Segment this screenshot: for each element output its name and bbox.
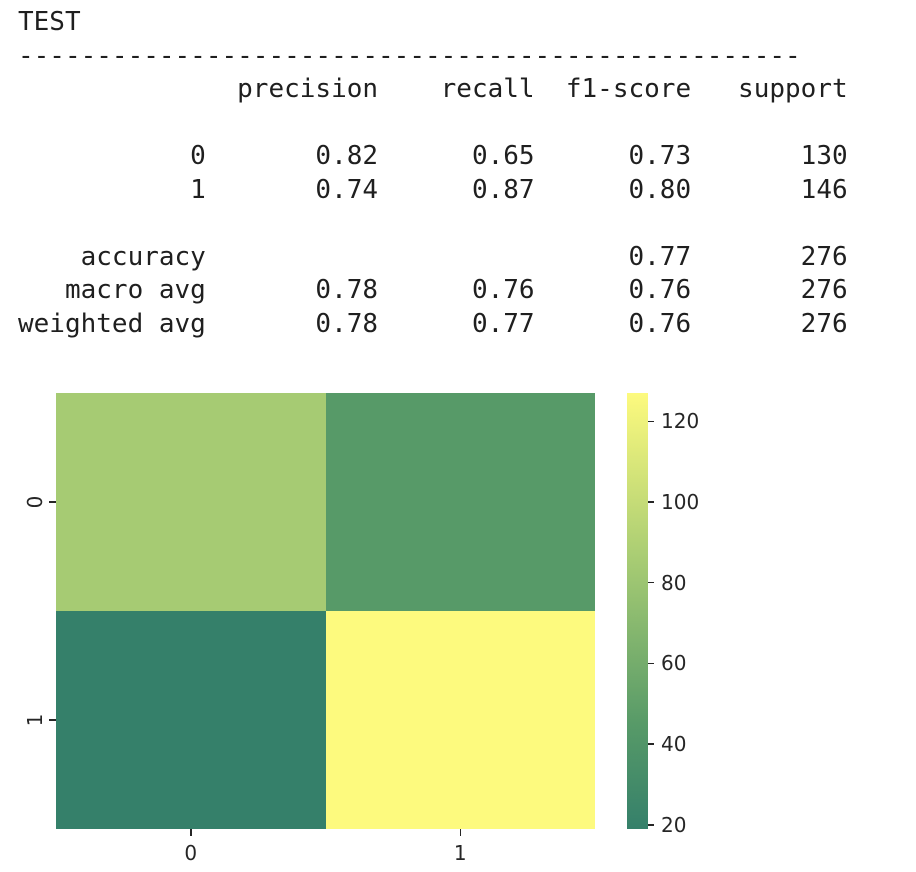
colorbar-tick-mark: [648, 743, 654, 745]
colorbar: [627, 393, 648, 829]
confusion-matrix-heatmap: [56, 393, 595, 829]
colorbar-tick-mark: [648, 420, 654, 422]
colorbar-tick-mark: [648, 824, 654, 826]
colorbar-tick-label: 20: [661, 812, 687, 837]
y-tick-label: 1: [23, 713, 47, 727]
colorbar-tick-label: 120: [661, 409, 700, 434]
y-tick-label: 0: [23, 495, 47, 509]
heatmap-cell-1-0: [56, 611, 326, 829]
x-tick-mark: [190, 829, 192, 836]
colorbar-tick-mark: [648, 581, 654, 584]
y-tick-mark: [49, 719, 56, 721]
heatmap-cell-1-1: [325, 611, 595, 829]
x-tick-label: 0: [184, 841, 198, 865]
y-tick-mark: [49, 501, 56, 503]
classification-report: TEST -----------------------------------…: [18, 7, 848, 339]
x-tick-mark: [459, 829, 461, 836]
colorbar-tick-mark: [648, 662, 654, 665]
colorbar-tick-label: 80: [661, 570, 687, 595]
colorbar-tick-label: 60: [661, 651, 687, 676]
colorbar-tick-label: 100: [661, 490, 700, 514]
colorbar-tick-label: 40: [661, 732, 687, 757]
heatmap-cell-0-0: [56, 393, 326, 611]
heatmap-cell-0-1: [325, 393, 595, 611]
x-tick-label: 1: [453, 841, 467, 865]
colorbar-tick-mark: [648, 501, 654, 503]
